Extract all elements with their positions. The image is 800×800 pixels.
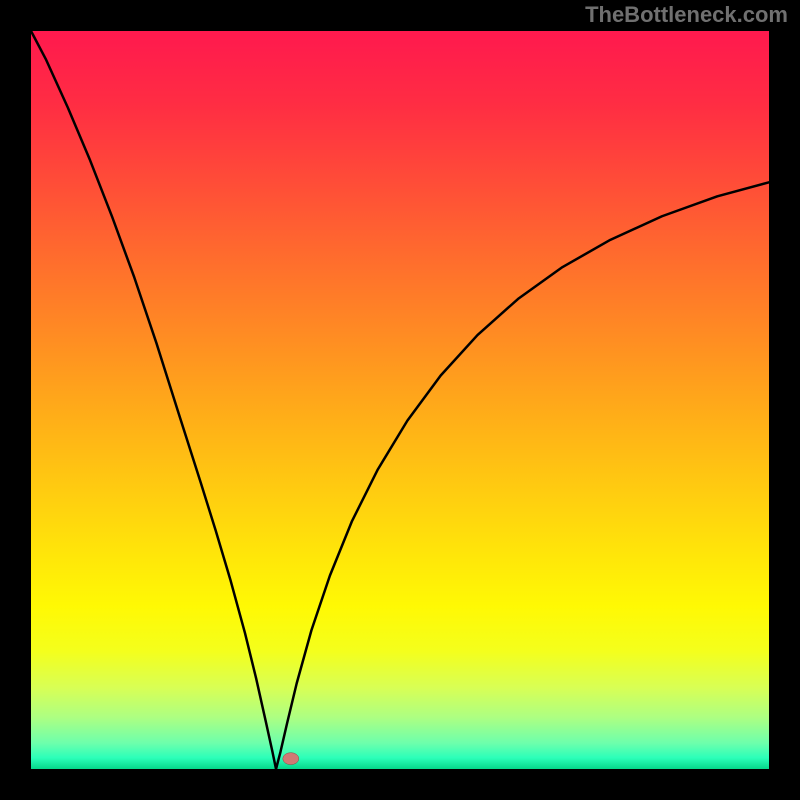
- plot-gradient-background: [31, 31, 769, 769]
- minimum-marker: [283, 753, 299, 765]
- chart-container: TheBottleneck.com: [0, 0, 800, 800]
- bottleneck-chart: [0, 0, 800, 800]
- watermark-text: TheBottleneck.com: [585, 2, 788, 28]
